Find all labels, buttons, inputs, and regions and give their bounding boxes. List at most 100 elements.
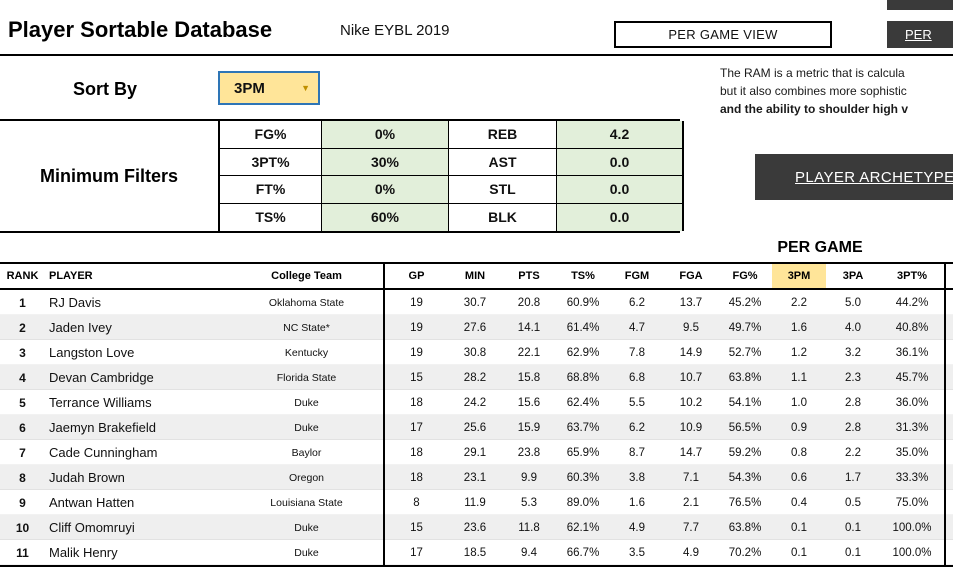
stat-cell: 6.2 [629, 296, 645, 309]
stat-cell: 1.6 [629, 496, 645, 509]
rank-cell: 11 [16, 545, 29, 560]
player-name-cell: Terrance Williams [49, 395, 152, 410]
minimum-filters-label: Minimum Filters [39, 165, 178, 186]
per-view-toggle-button[interactable]: PER [887, 21, 953, 48]
title-bar: Player Sortable Database Nike EYBL 2019 … [0, 0, 953, 56]
stat-cell: 28.2 [463, 371, 487, 384]
player-name-cell: Jaemyn Brakefield [49, 420, 156, 435]
stat-cell: 0.1 [845, 521, 861, 534]
player-name-cell: Cade Cunningham [49, 445, 158, 460]
rank-cell: 10 [15, 520, 30, 535]
stat-cell: 36.0% [880, 390, 946, 415]
stat-cell: 5.0 [845, 296, 861, 309]
filter-value-cell[interactable]: 0.0 [557, 148, 682, 176]
filter-value-cell[interactable]: 0.0 [557, 203, 682, 231]
stat-cell: 54.1% [728, 396, 762, 409]
stat-cell: 62.1% [566, 521, 600, 534]
stat-cell: 29.1 [463, 446, 487, 459]
sort-by-value: 3PM [234, 79, 265, 97]
stat-cell: 15.9 [517, 421, 541, 434]
table-body: 1 RJ Davis Oklahoma State 19 30.7 20.8 60.9% 6.… [0, 290, 953, 567]
stat-cell: 3.2 [845, 346, 861, 359]
stat-cell: 30.8 [463, 346, 487, 359]
college-team-cell: Kentucky [230, 340, 385, 365]
ram-description-line-1: The RAM is a metric that is calcula [720, 66, 905, 80]
column-header-3pa: 3PA [842, 270, 864, 282]
filter-value-cell[interactable]: 0.0 [557, 176, 682, 204]
stat-cell: 11.9 [464, 496, 486, 509]
player-name-cell: Cliff Omomruyi [49, 520, 135, 535]
stat-cell: 9.4 [521, 546, 537, 559]
table-row: 3 Langston Love Kentucky 19 30.8 22.1 62.9% 7.8… [0, 340, 953, 365]
stat-cell: 5.3 [521, 496, 537, 509]
rank-cell: 3 [19, 345, 26, 360]
table-row: 5 Terrance Williams Duke 18 24.2 15.6 62.4% 5.5… [0, 390, 953, 415]
page-subtitle: Nike EYBL 2019 [340, 22, 450, 39]
per-game-view-button[interactable]: PER GAME VIEW [614, 21, 832, 48]
stat-cell: 7.1 [683, 471, 699, 484]
player-archetypes-button[interactable]: PLAYER ARCHETYPES [755, 154, 953, 200]
stat-cell: 60.3% [566, 471, 600, 484]
stat-cell: 7.7 [683, 521, 699, 534]
stat-cell: 7.8 [629, 346, 645, 359]
stat-cell: 8.7 [629, 446, 645, 459]
chevron-down-icon[interactable]: ▼ [301, 83, 310, 93]
stat-cell: 4.7 [629, 321, 645, 334]
filter-value-cell[interactable]: 4.2 [557, 121, 682, 149]
filter-label-cell: STL [449, 176, 557, 204]
college-team-cell: Louisiana State [230, 490, 385, 515]
stat-cell: 6.2 [629, 421, 645, 434]
stat-cell: 0.5 [845, 496, 861, 509]
filter-value-cell[interactable]: 60% [322, 203, 449, 231]
column-header-pts: PTS [518, 270, 540, 282]
college-team-cell: Florida State [230, 365, 385, 390]
clipped-column-cell [946, 540, 953, 565]
table-row: 8 Judah Brown Oregon 18 23.1 9.9 60.3% 3.8 7.1 54… [0, 465, 953, 490]
stat-cell: 4.9 [683, 546, 699, 559]
stat-cell: 10.2 [679, 396, 703, 409]
player-stats-table: RANK PLAYER College Team GP MIN PTS TS% FGM FGA F… [0, 262, 953, 567]
table-row: 7 Cade Cunningham Baylor 18 29.1 23.8 65.9% 8.7… [0, 440, 953, 465]
filter-value-cell[interactable]: 30% [322, 148, 449, 176]
filter-value-cell[interactable]: 0% [322, 176, 449, 204]
ram-description: The RAM is a metric that is calcula but … [720, 64, 953, 118]
college-team-cell: Oklahoma State [230, 290, 385, 315]
stat-cell: 60.9% [566, 296, 600, 309]
stat-cell: 20.8 [517, 296, 541, 309]
stat-cell: 11.8 [518, 521, 540, 534]
stat-cell: 1.2 [791, 346, 807, 359]
college-team-cell: Duke [230, 390, 385, 415]
stat-cell: 19 [410, 346, 423, 359]
filter-label-cell: FG% [220, 121, 322, 149]
stat-cell: 70.2% [728, 546, 762, 559]
stat-cell: 0.6 [791, 471, 807, 484]
sort-by-dropdown[interactable]: 3PM ▼ [218, 71, 320, 105]
stat-cell: 0.1 [791, 546, 807, 559]
stat-cell: 44.2% [880, 290, 946, 315]
minimum-filters-grid: FG% 0% REB 4.2 3PT% 30% AST 0.0 FT% 0% STL 0.0 TS% 60… [218, 121, 684, 231]
column-header-fg-: FG% [732, 270, 758, 282]
college-team-cell: Duke [230, 415, 385, 440]
stat-cell: 14.1 [517, 321, 541, 334]
stat-cell: 61.4% [566, 321, 600, 334]
column-header-fga: FGA [679, 270, 703, 282]
column-header-ts-: TS% [571, 270, 595, 282]
stat-cell: 22.1 [517, 346, 541, 359]
table-row: 4 Devan Cambridge Florida State 15 28.2 15.8 6… [0, 365, 953, 390]
clipped-column-cell [946, 490, 953, 515]
stat-cell: 8 [413, 496, 420, 509]
stat-cell: 23.8 [517, 446, 541, 459]
clipped-column-cell [946, 465, 953, 490]
stat-cell: 62.4% [566, 396, 600, 409]
filter-value-cell[interactable]: 0% [322, 121, 449, 149]
clipped-column-cell [946, 515, 953, 540]
stat-cell: 63.7% [566, 421, 600, 434]
stat-cell: 100.0% [880, 515, 946, 540]
clipped-column-cell [946, 415, 953, 440]
rank-cell: 2 [19, 320, 26, 335]
clipped-column-cell [946, 365, 953, 390]
clipped-column-cell [946, 290, 953, 315]
clipped-column-cell [946, 390, 953, 415]
stat-cell: 31.3% [880, 415, 946, 440]
stat-cell: 68.8% [566, 371, 600, 384]
